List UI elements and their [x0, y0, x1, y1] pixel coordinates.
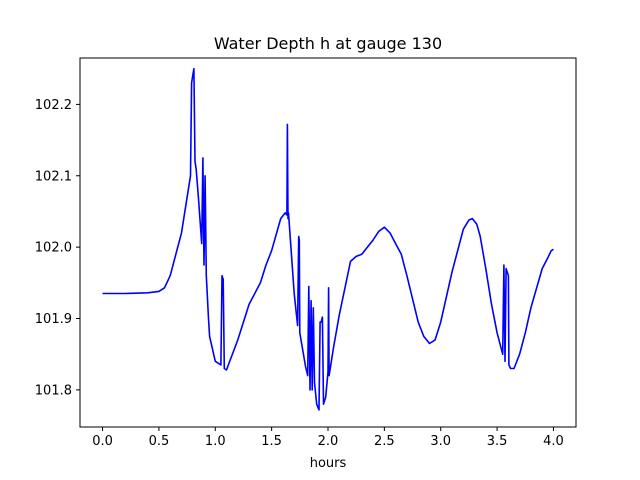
x-tick-label: 0.0 [92, 434, 113, 449]
x-tick-label: 2.0 [318, 434, 339, 449]
x-tick-label: 4.0 [543, 434, 564, 449]
y-tick-label: 102.2 [35, 98, 72, 113]
x-tick-label: 2.5 [374, 434, 395, 449]
series-line-0 [102, 67, 554, 411]
x-tick-label: 0.5 [149, 434, 170, 449]
x-axis: 0.0 0.5 1.0 1.5 2.0 2.5 3.0 3.5 4.0 [92, 427, 564, 449]
y-tick-label: 101.9 [35, 312, 72, 327]
chart-title: Water Depth h at gauge 130 [214, 34, 442, 53]
y-tick-label: 102.1 [35, 169, 72, 184]
x-tick-label: 1.5 [261, 434, 282, 449]
x-tick-label: 3.5 [487, 434, 508, 449]
plot-area [102, 67, 554, 411]
y-tick-label: 102.0 [35, 241, 72, 256]
x-tick-label: 1.0 [205, 434, 226, 449]
axes-frame [79, 57, 577, 428]
x-axis-label: hours [310, 456, 347, 471]
x-tick-label: 3.0 [430, 434, 451, 449]
y-axis: 101.8 101.9 102.0 102.1 102.2 [35, 98, 80, 398]
y-tick-label: 101.8 [35, 383, 72, 398]
